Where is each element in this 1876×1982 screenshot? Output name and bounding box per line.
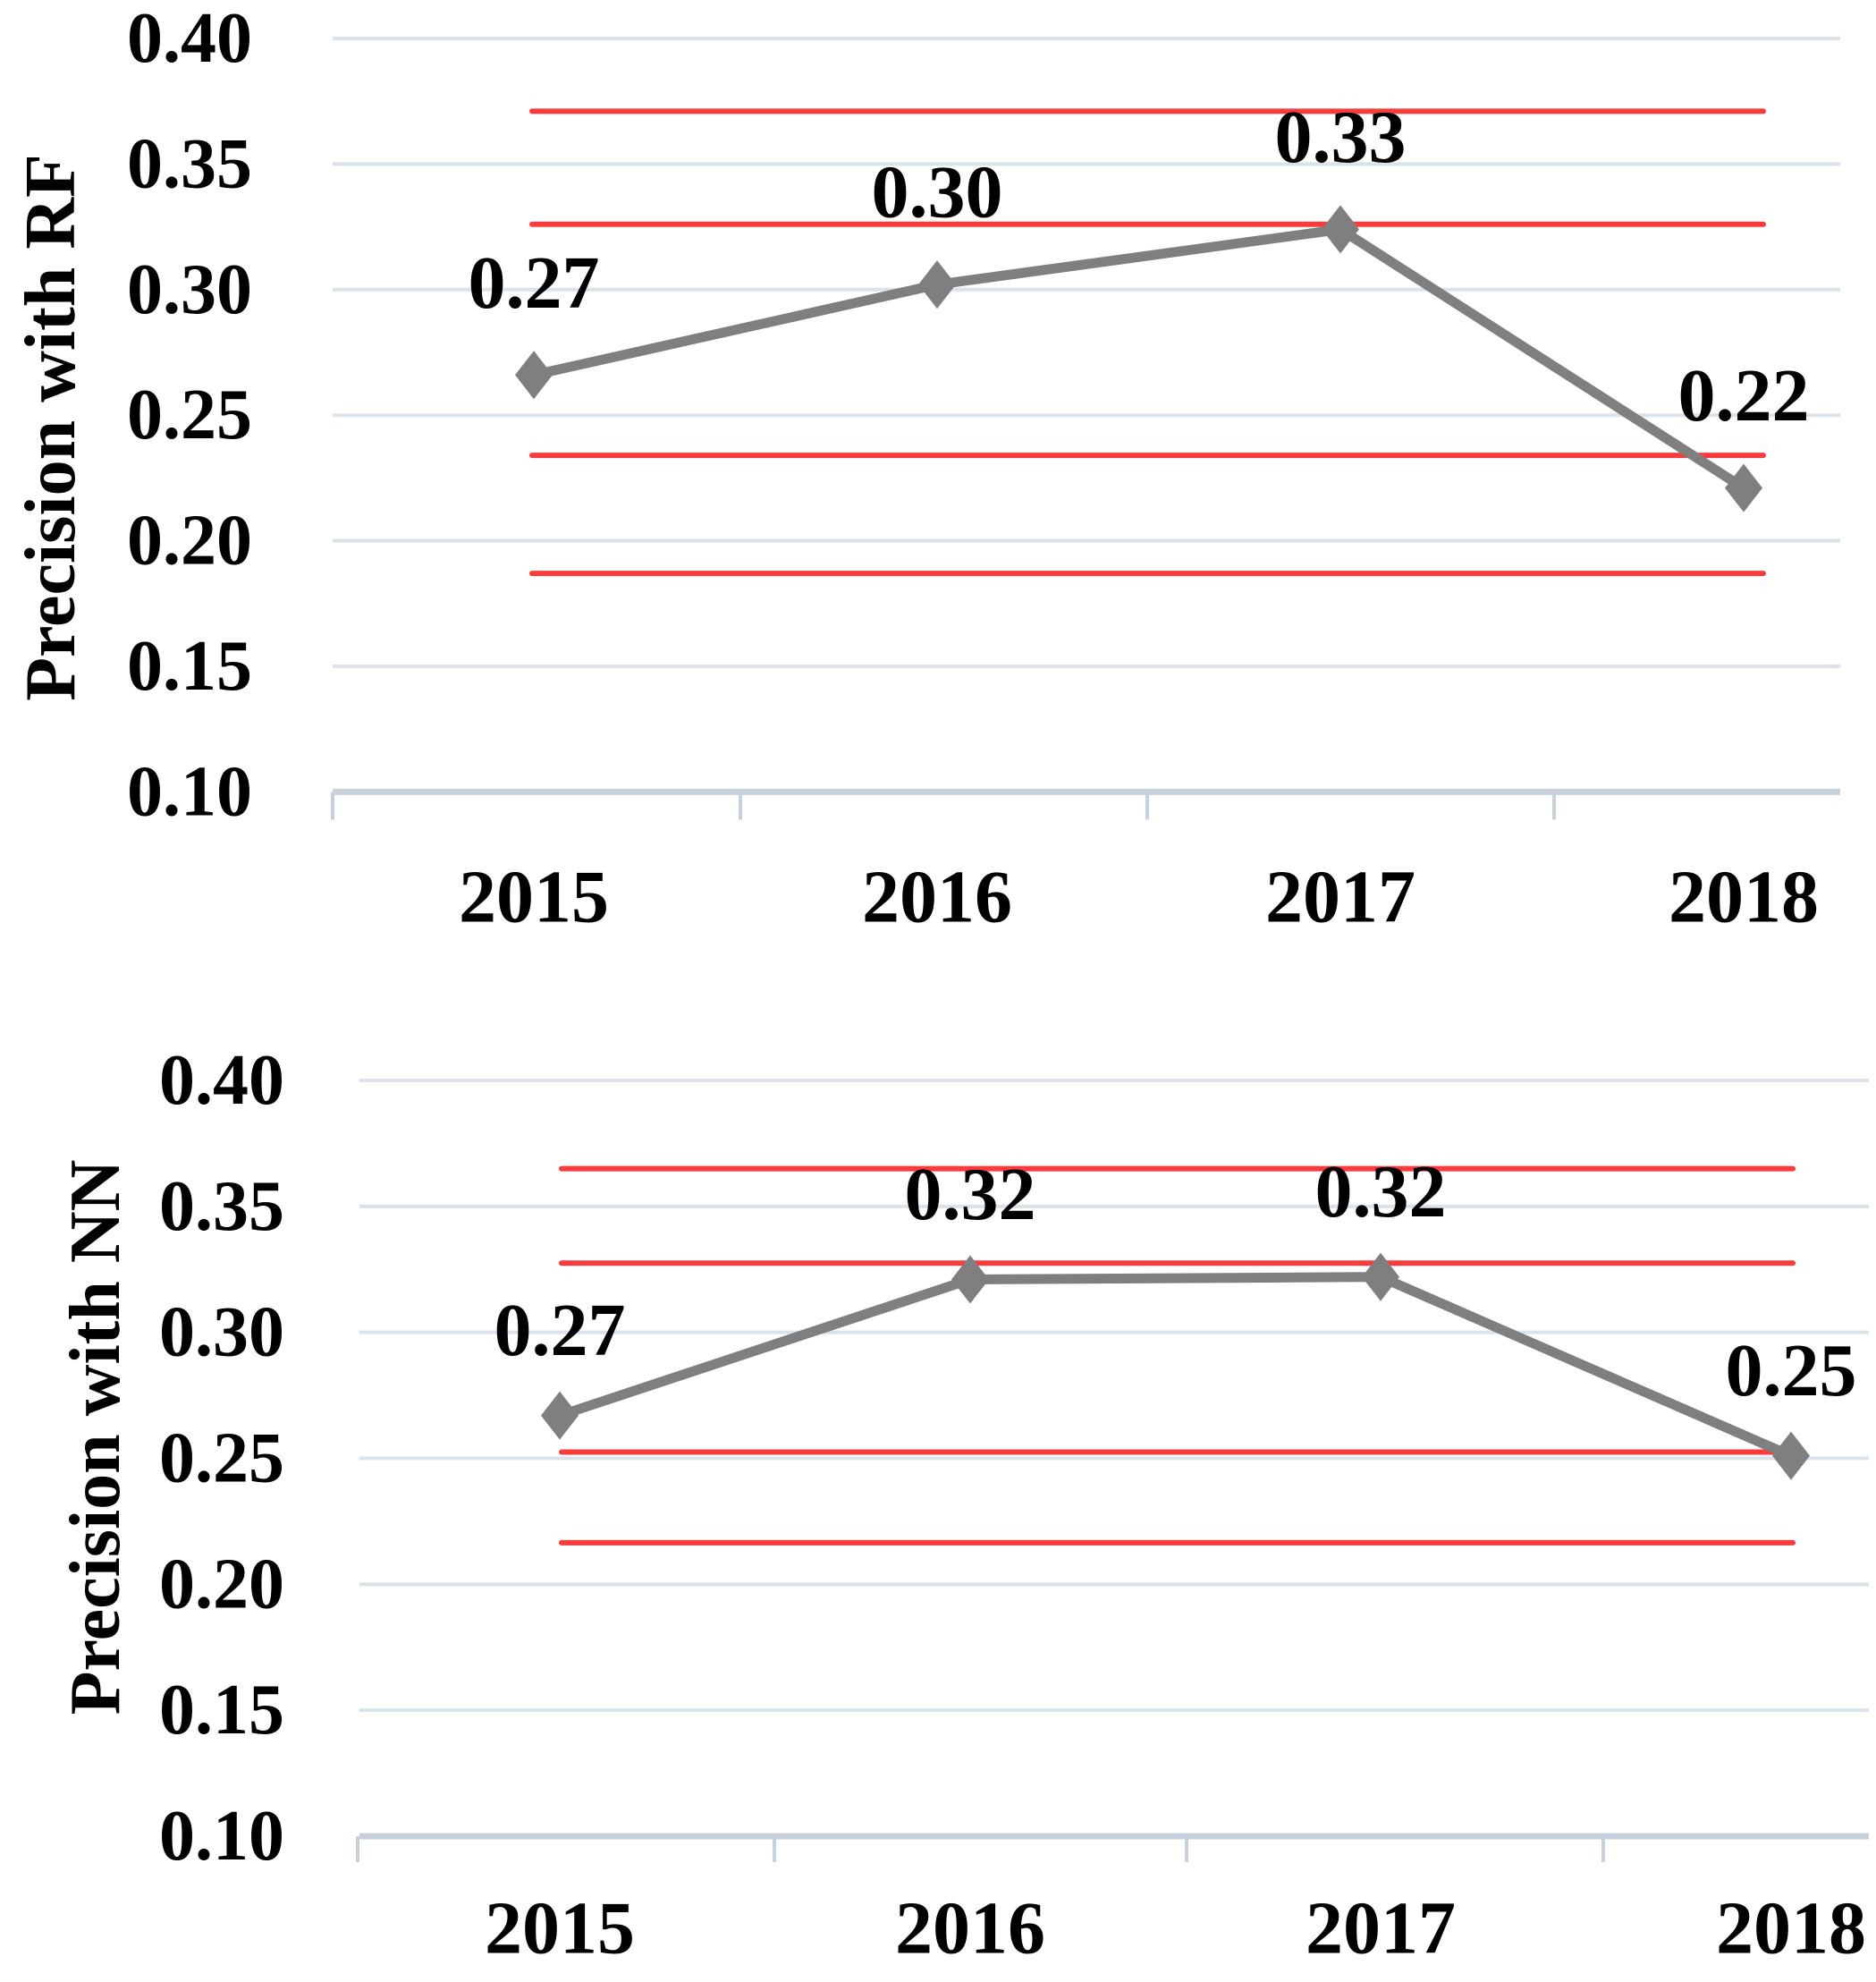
x-axis-label: 2017 [1265, 856, 1415, 939]
data-point-marker [918, 260, 956, 309]
data-point-label: 0.32 [1315, 1150, 1447, 1233]
y-axis-label: 0.35 [159, 1167, 284, 1246]
y-axis-tick-labels: 0.40 0.35 0.30 0.25 0.20 0.15 0.10 [159, 1041, 284, 1876]
y-axis-label: 0.25 [159, 1419, 284, 1497]
y-axis-label: 0.40 [127, 0, 252, 78]
x-axis [356, 1833, 1869, 1862]
data-point-marker [1322, 205, 1359, 254]
data-point-labels: 0.27 0.32 0.32 0.25 [494, 1150, 1857, 1412]
series-line [554, 1272, 1796, 1461]
data-point-marker [951, 1255, 989, 1304]
series-line [528, 224, 1749, 494]
data-point-marker [1772, 1431, 1810, 1480]
y-axis-label: 0.20 [159, 1545, 284, 1623]
data-point-label: 0.25 [1726, 1329, 1857, 1412]
y-axis-label: 0.35 [127, 124, 252, 203]
y-axis-label: 0.10 [159, 1797, 284, 1876]
x-axis-label: 2017 [1306, 1887, 1456, 1970]
data-point-marker [541, 1391, 579, 1440]
data-point-markers [541, 1252, 1810, 1480]
data-point-marker [515, 351, 553, 400]
y-axis-title: Precision with NN [56, 1160, 135, 1715]
y-axis-title: Precision with RF [12, 154, 90, 701]
y-axis-label: 0.15 [159, 1671, 284, 1749]
y-gridlines [359, 1079, 1869, 1713]
x-axis [331, 788, 1840, 820]
y-axis-label: 0.40 [159, 1041, 284, 1120]
data-point-marker [1362, 1252, 1399, 1301]
x-axis-year-labels: 2015 2016 2017 2018 [485, 1887, 1866, 1970]
data-point-labels: 0.27 0.30 0.33 0.22 [469, 96, 1810, 437]
y-axis-label: 0.30 [127, 250, 252, 329]
y-axis-label: 0.10 [127, 752, 252, 831]
y-axis-label: 0.30 [159, 1293, 284, 1372]
y-axis-label: 0.20 [127, 502, 252, 580]
y-axis-tick-labels: 0.40 0.35 0.30 0.25 0.20 0.15 0.10 [127, 0, 252, 831]
data-point-label: 0.22 [1678, 354, 1810, 437]
data-point-label: 0.27 [494, 1289, 626, 1372]
data-point-label: 0.27 [469, 241, 600, 325]
y-axis-label: 0.25 [127, 376, 252, 454]
control-limit-lines [529, 108, 1766, 577]
data-point-label: 0.30 [872, 151, 1003, 234]
x-axis-label: 2015 [459, 856, 609, 939]
data-point-marker [1725, 463, 1762, 512]
x-axis-year-labels: 2015 2016 2017 2018 [459, 856, 1819, 939]
x-axis-label: 2018 [1716, 1887, 1866, 1970]
x-axis-label: 2016 [895, 1887, 1045, 1970]
y-axis-label: 0.15 [127, 627, 252, 706]
x-axis-label: 2015 [485, 1887, 635, 1970]
data-point-label: 0.33 [1275, 96, 1407, 179]
y-gridlines [333, 37, 1840, 668]
data-point-label: 0.32 [905, 1153, 1036, 1236]
x-axis-label: 2018 [1669, 856, 1819, 939]
data-point-markers [515, 205, 1762, 512]
x-axis-label: 2016 [862, 856, 1012, 939]
control-limit-lines [559, 1165, 1796, 1546]
